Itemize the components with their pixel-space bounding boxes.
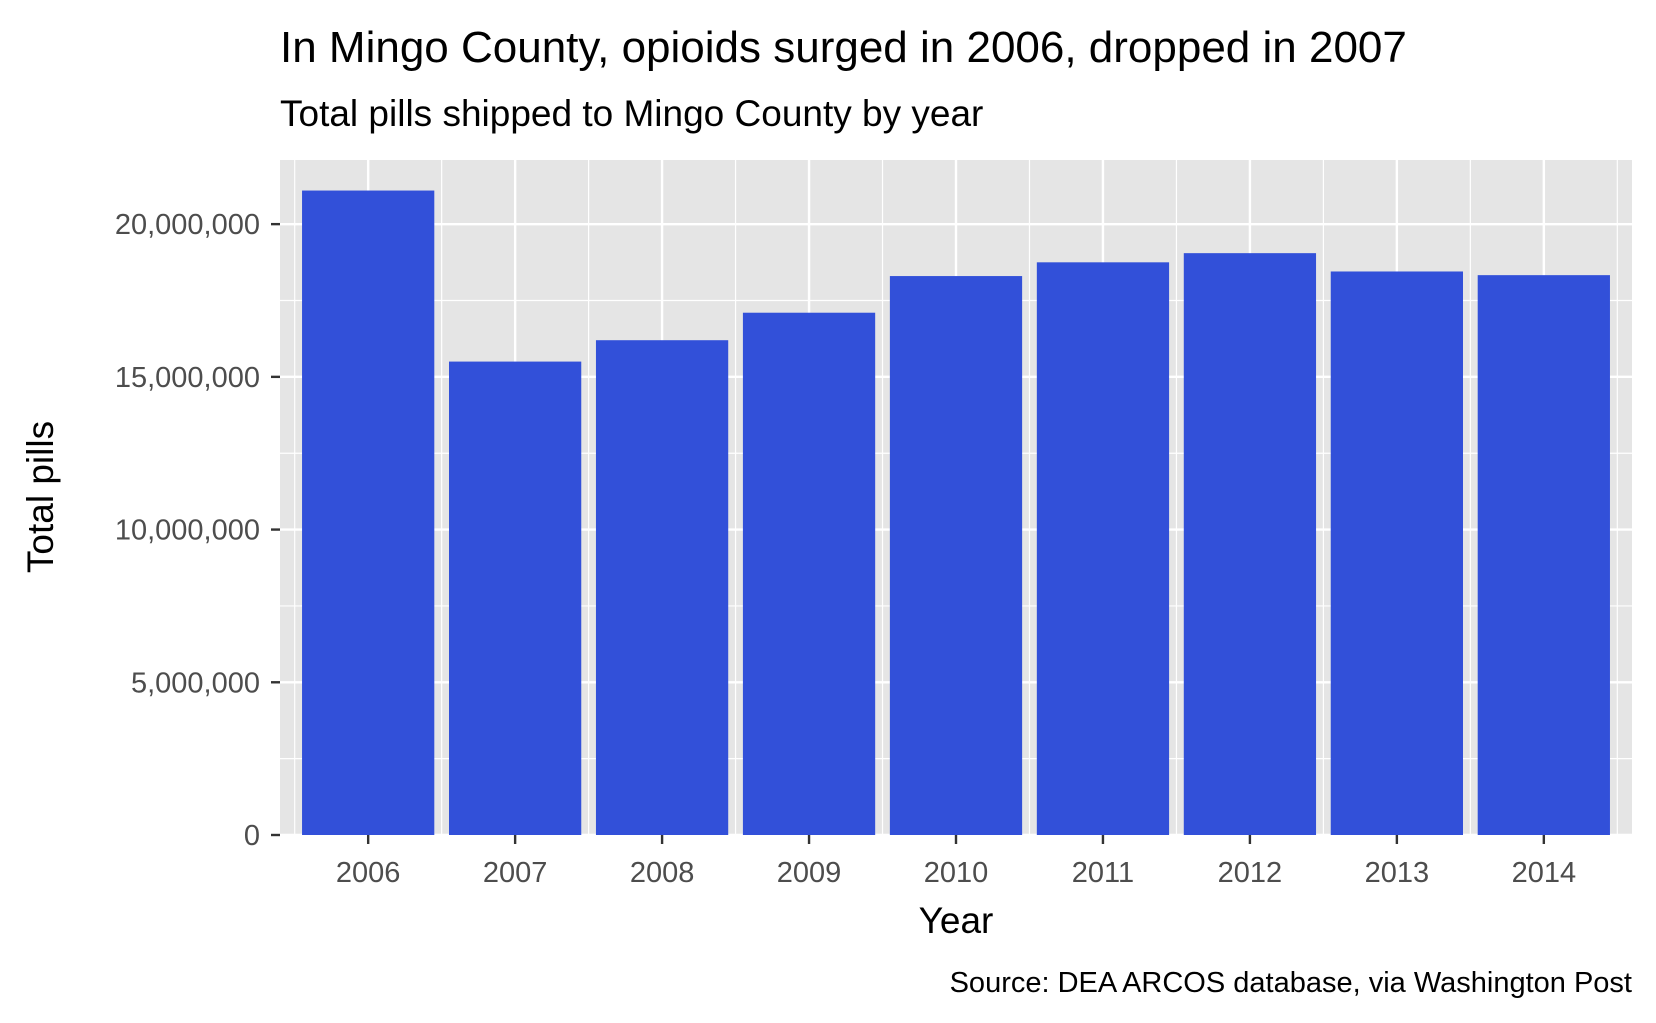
x-tick-label: 2014: [1512, 857, 1577, 889]
bar-2007: [449, 361, 582, 835]
y-tick-label: 20,000,000: [115, 209, 260, 241]
x-tick-label: 2011: [1072, 857, 1134, 889]
bar-2008: [595, 340, 729, 835]
bar-2013: [1330, 271, 1463, 835]
x-tick-label: 2010: [924, 857, 989, 889]
source-caption: Source: DEA ARCOS database, via Washingt…: [950, 967, 1632, 999]
x-tick-label: 2012: [1218, 857, 1283, 889]
bar-2014: [1477, 275, 1610, 835]
bars: [302, 190, 1610, 836]
bar-2009: [742, 312, 876, 835]
x-tick-label: 2007: [483, 857, 548, 889]
x-tick-label: 2006: [336, 857, 401, 889]
bar-2011: [1036, 262, 1170, 836]
bar-2010: [889, 276, 1023, 835]
y-tick-label: 10,000,000: [115, 515, 260, 547]
x-tick-label: 2009: [777, 857, 842, 889]
y-tick-label: 15,000,000: [115, 362, 260, 394]
y-tick-label: 5,000,000: [131, 667, 260, 699]
chart-subtitle: Total pills shipped to Mingo County by y…: [280, 93, 983, 134]
y-tick-label: 0: [244, 820, 260, 852]
bar-2006: [302, 190, 435, 836]
x-axis: 2006 2007 2008 2009 2010 2011 2012 2013 2014: [336, 835, 1576, 889]
bar-2012: [1183, 253, 1317, 835]
chart-title: In Mingo County, opioids surged in 2006,…: [280, 23, 1407, 72]
x-tick-label: 2008: [630, 857, 695, 889]
y-axis: 0 5,000,000 10,000,000 15,000,000 20,000,000: [115, 209, 280, 852]
y-axis-label: Total pills: [20, 421, 61, 573]
x-axis-label: Year: [919, 900, 994, 941]
x-tick-label: 2013: [1365, 857, 1430, 889]
